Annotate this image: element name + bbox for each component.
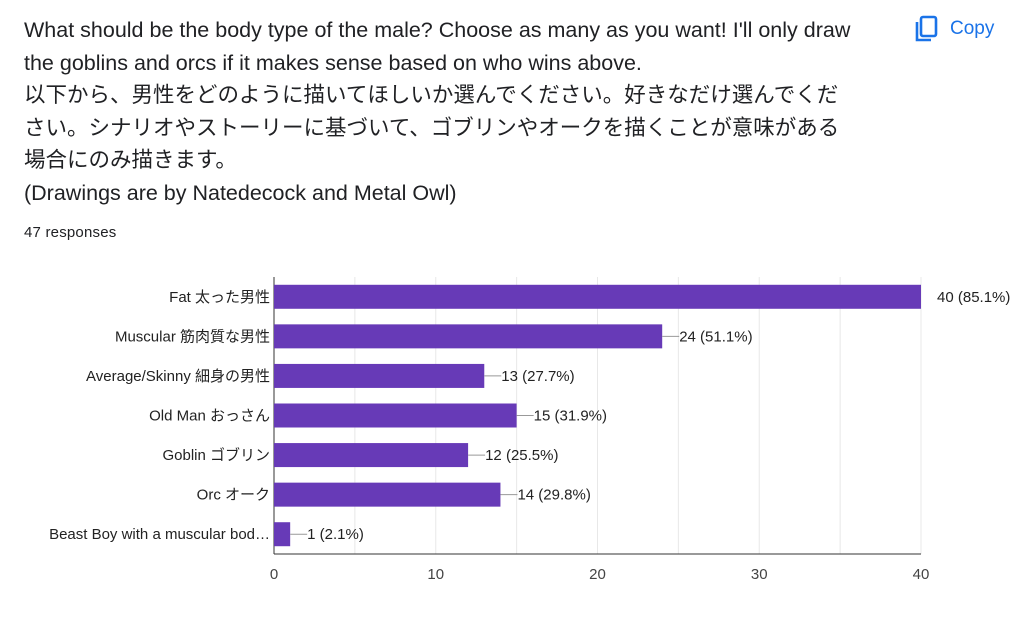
category-label: Beast Boy with a muscular bod… bbox=[49, 526, 270, 543]
question-line: 場合にのみ描きます。 bbox=[24, 148, 237, 172]
bar bbox=[274, 482, 501, 507]
category-label: Orc オーク bbox=[197, 487, 270, 504]
x-tick-label: 20 bbox=[589, 566, 606, 583]
category-label: Fat 太った男性 bbox=[169, 289, 270, 306]
copy-icon bbox=[914, 15, 938, 43]
category-label: Muscular 筋肉質な男性 bbox=[115, 327, 270, 345]
data-label: 15 (31.9%) bbox=[534, 408, 607, 425]
bar bbox=[274, 363, 485, 388]
category-label: Old Man おっさん bbox=[149, 408, 270, 425]
bar bbox=[274, 403, 517, 428]
x-tick-label: 40 bbox=[913, 566, 930, 583]
bar bbox=[274, 522, 291, 547]
bar bbox=[274, 284, 921, 309]
question-text: What should be the body type of the male… bbox=[24, 14, 884, 209]
question-line: the goblins and orcs if it makes sense b… bbox=[24, 50, 642, 75]
data-label: 1 (2.1%) bbox=[307, 526, 364, 543]
data-label: 40 (85.1%) bbox=[937, 289, 1010, 306]
x-tick-label: 0 bbox=[270, 566, 278, 583]
category-label: Average/Skinny 細身の男性 bbox=[86, 368, 270, 385]
question-line: さい。シナリオやストーリーに基づいて、ゴブリンやオークを描くことが意味がある bbox=[24, 115, 840, 140]
data-label: 12 (25.5%) bbox=[485, 447, 558, 464]
bar bbox=[274, 443, 469, 468]
data-label: 14 (29.8%) bbox=[517, 487, 590, 504]
copy-label: Copy bbox=[950, 18, 995, 39]
data-label: 24 (51.1%) bbox=[679, 328, 752, 345]
question-line: What should be the body type of the male… bbox=[24, 18, 851, 42]
response-count: 47 responses bbox=[24, 224, 117, 241]
bar bbox=[274, 324, 663, 349]
category-label: Goblin ゴブリン bbox=[162, 446, 270, 464]
x-tick-label: 10 bbox=[427, 566, 444, 583]
question-line: 以下から、男性をどのように描いてほしいか選んでください。好きなだけ選んでくだ bbox=[24, 83, 839, 107]
copy-button[interactable]: Copy bbox=[906, 10, 1002, 48]
question-line: (Drawings are by Natedecock and Metal Ow… bbox=[24, 180, 457, 205]
x-tick-label: 30 bbox=[751, 566, 768, 583]
data-label: 13 (27.7%) bbox=[501, 368, 574, 385]
